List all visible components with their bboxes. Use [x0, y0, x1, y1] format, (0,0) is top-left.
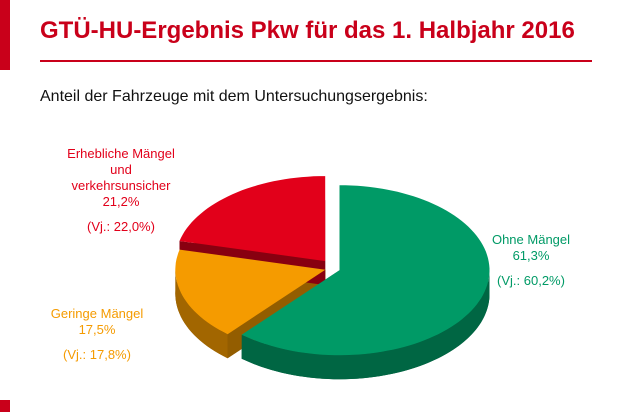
slice-prev-year: (Vj.: 60,2%): [497, 273, 565, 288]
slice-prev-year: (Vj.: 17,8%): [63, 347, 131, 362]
pie-slice-1-rim: [175, 269, 228, 359]
slice-percent: 61,3%: [512, 248, 550, 263]
page-title: GTÜ-HU-Ergebnis Pkw für das 1. Halbjahr …: [40, 17, 575, 44]
pie-slice-2-top: [179, 176, 326, 262]
title-divider: [40, 60, 592, 62]
accent-bar-top-left: [0, 0, 10, 70]
label-erhebliche-maengel: Erhebliche Mängel und verkehrsunsicher 2…: [56, 146, 186, 235]
slice-name-line: verkehrsunsicher: [71, 178, 171, 193]
slice-name-line: Geringe Mängel: [50, 306, 144, 321]
label-geringe-maengel: Geringe Mängel 17,5% (Vj.: 17,8%): [32, 306, 162, 363]
slice-percent: 17,5%: [78, 322, 116, 337]
slice-name-line: und: [110, 162, 132, 177]
slice-prev-year: (Vj.: 22,0%): [87, 219, 155, 234]
pie-slice-1-top: [175, 249, 326, 335]
slice-percent: 21,2%: [102, 194, 140, 209]
pie-slice-0-top: [241, 185, 490, 356]
chart-subtitle: Anteil der Fahrzeuge mit dem Untersuchun…: [40, 88, 428, 105]
label-ohne-maengel: Ohne Mängel 61,3% (Vj.: 60,2%): [466, 232, 596, 289]
slice-name-line: Erhebliche Mängel: [67, 146, 175, 161]
pie-slice-0-rim: [241, 270, 490, 380]
slice-name-line: Ohne Mängel: [491, 232, 571, 247]
accent-bar-bottom-left: [0, 400, 10, 412]
